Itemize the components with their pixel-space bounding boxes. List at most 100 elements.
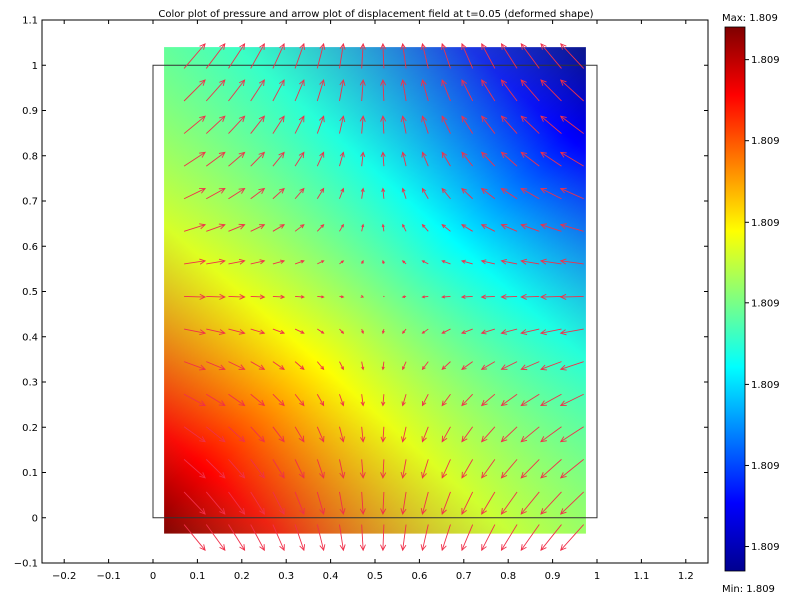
displacement-arrow bbox=[339, 524, 346, 552]
displacement-arrow bbox=[339, 459, 346, 479]
displacement-arrow bbox=[359, 491, 366, 516]
displacement-arrow bbox=[228, 187, 246, 200]
displacement-arrow bbox=[228, 223, 246, 232]
displacement-arrow bbox=[316, 79, 326, 102]
displacement-arrow bbox=[400, 459, 407, 479]
colorbar-tick-label: 1.809 bbox=[751, 380, 780, 391]
displacement-arrow bbox=[441, 459, 451, 479]
displacement-arrow bbox=[440, 42, 451, 69]
displacement-arrow bbox=[183, 491, 206, 515]
displacement-arrow bbox=[316, 151, 325, 167]
displacement-arrow bbox=[250, 524, 265, 552]
displacement-arrow bbox=[183, 79, 206, 102]
displacement-arrow bbox=[520, 293, 540, 300]
displacement-arrow bbox=[250, 393, 266, 407]
displacement-arrow bbox=[539, 361, 562, 371]
displacement-arrow bbox=[183, 426, 206, 443]
displacement-arrow bbox=[461, 459, 474, 479]
displacement-arrow bbox=[294, 393, 305, 407]
displacement-arrow bbox=[520, 524, 540, 552]
displacement-arrow bbox=[500, 524, 518, 552]
displacement-arrow bbox=[441, 426, 451, 443]
displacement-arrow bbox=[559, 258, 584, 265]
displacement-arrow bbox=[206, 188, 226, 200]
displacement-arrow bbox=[480, 259, 495, 265]
displacement-arrow bbox=[183, 393, 206, 407]
x-tick-label: 0.9 bbox=[545, 571, 561, 582]
displacement-arrow bbox=[520, 459, 540, 479]
x-tick-label: 0.5 bbox=[367, 571, 383, 582]
displacement-arrow bbox=[559, 426, 584, 443]
displacement-arrow bbox=[183, 223, 207, 232]
colorbar-max-label: Max: 1.809 bbox=[722, 13, 778, 24]
displacement-arrow bbox=[481, 459, 496, 479]
displacement-arrow bbox=[441, 260, 451, 265]
displacement-arrow bbox=[401, 151, 407, 167]
displacement-arrow bbox=[228, 426, 246, 443]
displacement-arrow bbox=[250, 491, 265, 515]
colorbar-min-label: Min: 1.809 bbox=[722, 584, 775, 595]
displacement-arrow bbox=[461, 151, 474, 167]
displacement-arrow bbox=[339, 42, 346, 69]
displacement-arrow bbox=[206, 258, 226, 265]
displacement-arrow bbox=[339, 187, 345, 199]
displacement-arrow bbox=[421, 394, 429, 407]
y-tick-label: 0.5 bbox=[22, 287, 38, 298]
displacement-arrow bbox=[228, 328, 246, 335]
displacement-arrow bbox=[441, 151, 451, 167]
displacement-arrow bbox=[420, 79, 429, 102]
y-tick-label: 1 bbox=[32, 61, 38, 72]
displacement-arrow bbox=[250, 79, 265, 102]
displacement-arrow bbox=[540, 43, 562, 69]
displacement-arrow bbox=[294, 187, 305, 200]
x-tick-label: 0.4 bbox=[323, 571, 339, 582]
displacement-arrow bbox=[360, 294, 365, 298]
displacement-arrow bbox=[361, 223, 365, 232]
displacement-arrow bbox=[559, 393, 584, 406]
displacement-arrow bbox=[250, 151, 266, 167]
displacement-arrow bbox=[520, 258, 540, 265]
x-tick-label: 1.1 bbox=[633, 571, 649, 582]
displacement-arrow bbox=[183, 43, 206, 69]
displacement-arrow bbox=[184, 258, 207, 265]
colorbar-tick-label: 1.809 bbox=[751, 55, 780, 66]
colorbar-ticks: 1.809 1.809 1.809 1.809 1.809 1.809 1.809 bbox=[745, 55, 780, 553]
colorbar-tick-label: 1.809 bbox=[751, 218, 780, 229]
displacement-arrow bbox=[316, 187, 325, 199]
displacement-arrow bbox=[361, 361, 365, 371]
displacement-arrow bbox=[480, 294, 495, 300]
displacement-arrow bbox=[520, 188, 540, 200]
displacement-arrow bbox=[421, 223, 429, 232]
displacement-arrow bbox=[272, 42, 285, 69]
x-tick-label: 0.6 bbox=[411, 571, 427, 582]
displacement-arrow bbox=[480, 361, 496, 370]
displacement-arrow bbox=[317, 295, 325, 299]
colorbar-tick-label: 1.809 bbox=[751, 461, 780, 472]
displacement-arrow bbox=[294, 491, 305, 515]
displacement-arrow bbox=[480, 187, 496, 200]
displacement-arrow bbox=[250, 259, 266, 265]
displacement-arrow bbox=[381, 223, 385, 232]
displacement-arrow bbox=[461, 79, 474, 102]
displacement-arrow bbox=[539, 223, 562, 232]
displacement-arrow bbox=[441, 79, 451, 102]
displacement-arrow bbox=[520, 151, 540, 167]
displacement-arrow bbox=[294, 224, 305, 232]
displacement-arrow bbox=[316, 223, 325, 232]
displacement-arrow bbox=[500, 151, 518, 167]
displacement-arrow bbox=[339, 491, 346, 516]
displacement-arrow bbox=[540, 426, 562, 443]
displacement-arrow bbox=[339, 79, 346, 102]
x-tick-label: 0.2 bbox=[234, 571, 250, 582]
displacement-arrow bbox=[461, 361, 473, 370]
displacement-arrow bbox=[272, 426, 285, 443]
displacement-arrow bbox=[400, 42, 407, 69]
displacement-arrow bbox=[380, 459, 387, 479]
displacement-arrow bbox=[250, 328, 266, 335]
displacement-arrow bbox=[481, 42, 496, 69]
displacement-arrow bbox=[228, 459, 246, 479]
colorbar-gradient bbox=[724, 26, 746, 572]
displacement-arrow bbox=[421, 361, 429, 371]
x-tick-label: 0.3 bbox=[278, 571, 294, 582]
displacement-arrow bbox=[559, 115, 584, 134]
